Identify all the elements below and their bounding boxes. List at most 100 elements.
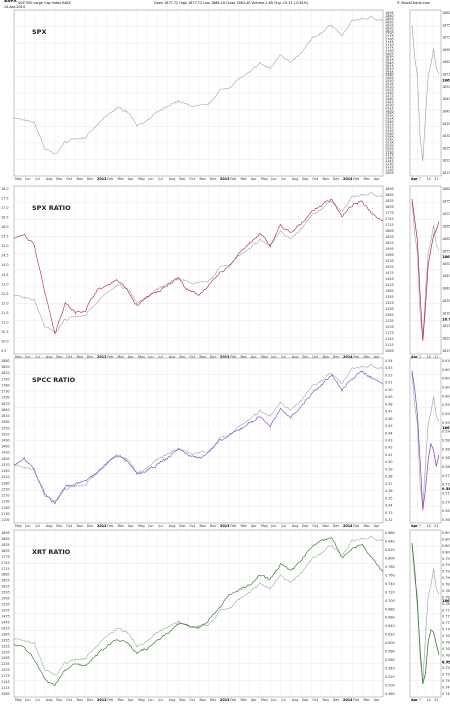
x-axis-tick: Jun (24, 524, 30, 528)
x-axis-tick: Apr (251, 355, 257, 359)
inset-axis-tick: 0.5750 (442, 483, 450, 487)
x-axis-tick: Jul (281, 524, 286, 528)
right-axis-tick: 1385 (385, 112, 394, 116)
inset-axis-tick: 1835 (442, 122, 450, 126)
right-axis-tick: 1355 (385, 118, 394, 122)
x-axis-tick: Sep (179, 524, 185, 528)
symbol-label: $SPX (4, 0, 17, 4)
inset-axis-tick: 1840 (442, 109, 450, 113)
left-axis-tick: 10.5 (1, 330, 9, 334)
right-axis-tick: 1505 (385, 88, 394, 92)
right-axis-tick: 1730 (385, 44, 394, 48)
right-axis-tick: 1625 (385, 64, 394, 68)
x-axis-tick: Apr (128, 355, 134, 359)
left-axis-tick: 1610 (1, 414, 10, 418)
inset-axis-tick: 0.5650 (442, 518, 450, 522)
right-axis-tick: 1400 (385, 109, 394, 113)
left-axis-tick: 1595 (1, 591, 10, 595)
panel-3: SPCC RATIO 1880 1850 1820 1790 1760 1730 1700 16… (1, 357, 450, 528)
ratio-inset-line (411, 370, 440, 511)
right-axis-tick: 0.760 (385, 573, 395, 577)
right-axis-tick: 1685 (385, 52, 394, 56)
inset-x-tick: Apr (411, 177, 418, 181)
inset-x-tick: 7 (419, 524, 421, 528)
right-axis-tick: 1295 (385, 130, 394, 134)
left-axis-tick: 1520 (1, 432, 10, 436)
x-axis-tick: Jul (35, 355, 40, 359)
x-axis-tick: Feb (353, 698, 359, 702)
right-axis-tick: 1100 (385, 168, 394, 172)
inset-x-tick: Apr (411, 698, 418, 702)
left-axis-tick: 1385 (1, 632, 10, 636)
inset-axis-tick: 1840 (442, 287, 450, 291)
left-axis-tick: 1715 (1, 567, 10, 571)
x-axis-tick: May (138, 524, 145, 528)
left-axis-tick: 1310 (1, 475, 10, 479)
right-axis-tick: 0.41 (385, 453, 393, 457)
right-axis-tick: 0.38 (385, 475, 393, 479)
inset-axis-tick: 1845 (442, 97, 450, 101)
inset-axis-tick: 1815 (442, 349, 450, 353)
x-axis-tick: Sep (302, 177, 308, 181)
x-axis-tick: Nov (200, 355, 207, 359)
right-axis-tick: 0.37 (385, 482, 393, 486)
right-axis-tick: 0.580 (385, 650, 395, 654)
last-ratio-label: 16.73 (442, 317, 450, 321)
right-axis-tick: 1535 (385, 259, 394, 263)
x-axis-tick: 2013 (220, 524, 230, 528)
inset-axis-tick: 1850 (442, 262, 450, 266)
inset-axis-tick: 0.8050 (442, 537, 450, 541)
right-axis-tick: 1805 (385, 29, 394, 33)
right-axis-tick: 1775 (385, 35, 394, 39)
left-axis-tick: 16.5 (1, 216, 9, 220)
x-axis-tick: Apr (251, 698, 257, 702)
inset-axis-tick: 0.7450 (442, 692, 450, 696)
right-axis-tick: 1175 (385, 153, 394, 157)
left-axis-tick: 1670 (1, 402, 10, 406)
spx-price-line (13, 364, 384, 502)
x-axis-tick: Dec (333, 177, 340, 181)
inset-x-tick: 14 (427, 355, 431, 359)
left-axis-tick: 13.5 (1, 273, 9, 277)
ratio-line (13, 537, 384, 686)
right-axis-tick: 1535 (385, 82, 394, 86)
inset-x-tick: 21 (434, 177, 438, 181)
inset-axis-tick: 1835 (442, 299, 450, 303)
x-axis-tick: Jul (281, 698, 286, 702)
x-axis-tick: 2012 (97, 177, 107, 181)
inset-axis-tick: 1875 (442, 199, 450, 203)
right-axis-tick: 1325 (385, 301, 394, 305)
spx-inset-line (411, 372, 440, 509)
x-axis-tick: Mar (364, 524, 371, 528)
inset-x-tick: 7 (419, 698, 421, 702)
right-axis-tick: 1640 (385, 61, 394, 65)
x-axis-tick: Jun (147, 524, 153, 528)
x-axis-tick: May (261, 524, 268, 528)
inset-axis-tick: 0.7575 (442, 660, 450, 664)
right-axis-tick: 0.480 (385, 692, 395, 696)
inset-axis-tick: 1815 (442, 171, 450, 175)
right-axis-tick: 0.48 (385, 402, 393, 406)
right-axis-tick: 1460 (385, 97, 394, 101)
x-axis-tick: Aug (292, 177, 299, 181)
inset-axis-tick: 0.5725 (442, 492, 450, 496)
right-axis-tick: 1775 (385, 211, 394, 215)
x-axis-tick: Feb (107, 698, 113, 702)
left-axis-tick: 1220 (1, 494, 10, 498)
right-axis-tick: 1565 (385, 253, 394, 257)
right-axis-tick: 1265 (385, 313, 394, 317)
x-axis-tick: Sep (302, 698, 308, 702)
right-axis-tick: 1205 (385, 147, 394, 151)
inset-axis-tick: 1875 (442, 23, 450, 27)
x-axis-tick: Aug (169, 524, 176, 528)
left-axis-tick: 1235 (1, 662, 10, 666)
x-axis-tick: Apr (128, 177, 134, 181)
spx-inset-line (411, 201, 440, 339)
inset-axis-tick: 0.6050 (442, 377, 450, 381)
inset-axis-tick: 1870 (442, 36, 450, 40)
panel-title: SPX (32, 28, 46, 36)
left-axis-tick: 16.0 (1, 225, 9, 229)
left-axis-tick: 1085 (1, 692, 10, 696)
panel-2: SPX RATIO 18.0 17.5 17.0 16.5 16.0 15.5 15.0 14.… (1, 185, 450, 359)
